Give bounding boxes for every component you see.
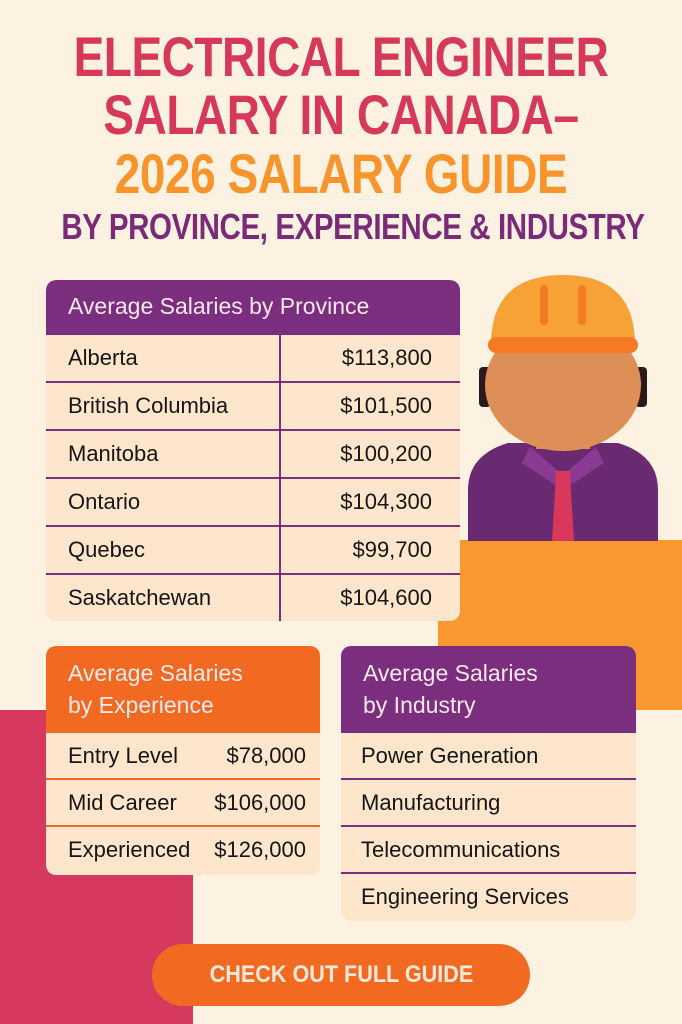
experience-level: Experienced: [68, 836, 191, 862]
title-line-2: SALARY IN CANADA–: [103, 83, 579, 146]
engineer-hardhat-icon: [468, 275, 658, 541]
industry-title-line-1: Average Salaries: [363, 659, 538, 686]
province-salary: $101,500: [340, 393, 432, 418]
experience-salary-table: Average Salaries by Experience Entry Lev…: [46, 646, 320, 875]
table-row: Experienced $126,000: [46, 825, 320, 872]
province-name: Ontario: [46, 479, 281, 525]
province-name: Manitoba: [46, 431, 281, 477]
province-name: British Columbia: [46, 383, 281, 429]
province-salary: $113,800: [341, 345, 432, 370]
experience-table-header: Average Salaries by Experience: [46, 646, 320, 731]
province-name: Saskatchewan: [46, 575, 281, 621]
industry-title-line-2: by Industry: [363, 691, 476, 718]
page-title: ELECTRICAL ENGINEER SALARY IN CANADA– 20…: [0, 28, 682, 248]
table-row: Engineering Services: [341, 872, 636, 919]
industry-salary-table: Average Salaries by Industry Power Gener…: [341, 646, 636, 921]
province-salary: $104,600: [340, 585, 432, 610]
table-row: Ontario $104,300: [46, 477, 460, 525]
title-line-3: 2026 SALARY GUIDE: [114, 142, 568, 205]
experience-title-line-1: Average Salaries: [68, 659, 243, 686]
province-salary-table: Average Salaries by Province Alberta $113…: [46, 280, 460, 621]
table-row: Saskatchewan $104,600: [46, 573, 460, 621]
table-row: Entry Level $78,000: [46, 731, 320, 778]
check-out-full-guide-button[interactable]: CHECK OUT FULL GUIDE: [152, 944, 530, 1006]
industry-name: Power Generation: [361, 742, 539, 768]
province-salary: $99,700: [352, 537, 432, 562]
table-row: Mid Career $106,000: [46, 778, 320, 825]
experience-salary: $106,000: [214, 789, 306, 815]
experience-salary: $78,000: [226, 742, 306, 768]
experience-level: Mid Career: [68, 789, 177, 815]
province-salary: $100,200: [340, 441, 432, 466]
experience-salary: $126,000: [214, 836, 306, 862]
province-name: Quebec: [46, 527, 281, 573]
industry-name: Telecommunications: [361, 836, 561, 862]
experience-level: Entry Level: [68, 742, 179, 768]
province-name: Alberta: [46, 335, 281, 381]
table-row: Telecommunications: [341, 825, 636, 872]
industry-name: Engineering Services: [361, 883, 569, 909]
table-row: Manitoba $100,200: [46, 429, 460, 477]
province-table-header: Average Salaries by Province: [46, 280, 460, 333]
table-row: Power Generation: [341, 731, 636, 778]
title-line-1: ELECTRICAL ENGINEER: [73, 25, 609, 88]
industry-name: Manufacturing: [361, 789, 501, 815]
experience-title-line-2: by Experience: [68, 691, 214, 718]
table-row: British Columbia $101,500: [46, 381, 460, 429]
table-row: Manufacturing: [341, 778, 636, 825]
subtitle: BY PROVINCE, EXPERIENCE & INDUSTRY: [61, 206, 645, 247]
province-salary: $104,300: [340, 489, 432, 514]
table-row: Quebec $99,700: [46, 525, 460, 573]
cta-label: CHECK OUT FULL GUIDE: [209, 961, 473, 988]
table-row: Alberta $113,800: [46, 333, 460, 381]
industry-table-header: Average Salaries by Industry: [341, 646, 636, 731]
